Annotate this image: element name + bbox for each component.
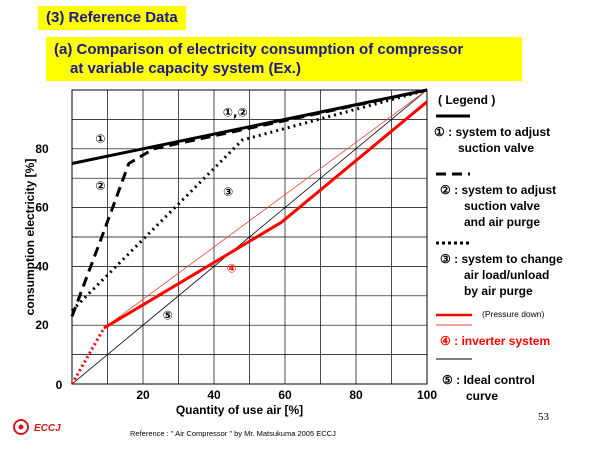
legend-text-line: suction valve xyxy=(458,141,535,155)
legend-text-line: system to adjust xyxy=(455,125,551,139)
y-tick-label: 60 xyxy=(35,201,49,215)
series-annotation: ③ xyxy=(223,185,233,199)
y-tick-label: 80 xyxy=(35,142,49,156)
legend-marker-3: ③ xyxy=(440,252,451,266)
legend-heading: ( Legend ) xyxy=(438,93,496,107)
y-tick-label: 40 xyxy=(35,259,49,273)
eccj-logo: ECCJ xyxy=(13,419,61,435)
legend-entry-5: ⑤ : Ideal control curve xyxy=(442,373,535,404)
y-tick-label: 20 xyxy=(35,318,49,332)
legend-text-line: and air purge xyxy=(464,215,541,229)
legend-text-line: system to adjust xyxy=(461,183,557,197)
legend-text-line: by air purge xyxy=(464,284,533,298)
legend-marker-4: ④ xyxy=(440,334,451,348)
legend-text-1: system to adjust suction valve xyxy=(434,125,550,156)
legend-text-2: system to adjust suction valve and air pur… xyxy=(440,183,556,230)
legend-marker-1: ① xyxy=(434,125,445,139)
legend-text-line: Ideal control xyxy=(463,373,535,387)
x-tick-label: 40 xyxy=(207,388,221,402)
legend-text-5: Ideal control curve xyxy=(442,373,535,404)
legend-note-pressure-down: (Pressure down) xyxy=(482,309,545,319)
x-tick-label: 80 xyxy=(349,388,363,402)
x-tick-label: 60 xyxy=(278,388,292,402)
legend-text-4: inverter system xyxy=(461,334,550,348)
series-annotation: ② xyxy=(95,179,105,193)
legend-text-line: system to change xyxy=(461,252,563,266)
series-annotation: ⑤ xyxy=(163,308,173,322)
legend-text-line: curve xyxy=(466,389,499,403)
series-line xyxy=(71,89,428,385)
legend-text-line: suction valve xyxy=(464,199,541,213)
origin-tick-label: 0 xyxy=(56,378,63,392)
chart-title-line2: at variable capacity system (Ex.) xyxy=(70,60,301,77)
series-line xyxy=(70,327,106,385)
series-annotation: ①,② xyxy=(223,105,248,119)
legend-entry-3: ③ : system to change air load/unload by ai… xyxy=(440,252,563,299)
section-title: (3) Reference Data xyxy=(38,6,186,30)
legend-entry-4: ④ : inverter system xyxy=(440,334,551,348)
eccj-logo-text: ECCJ xyxy=(34,423,61,434)
legend-entry-2: ② : system to adjust suction valve and air… xyxy=(440,183,557,230)
chart-title-line1: (a) Comparison of electricity consumptio… xyxy=(54,41,464,58)
x-tick-label: 20 xyxy=(136,388,150,402)
series-line xyxy=(103,89,428,329)
legend-text-line: air load/unload xyxy=(464,268,550,282)
legend-marker-2: ② xyxy=(440,183,451,197)
series-annotation: ① xyxy=(95,132,105,146)
series-line xyxy=(103,100,428,330)
x-axis-label: Quantity of use air [%] xyxy=(176,403,303,417)
legend-text-3: system to change air load/unload by air pu… xyxy=(440,252,563,299)
x-tick-label: 100 xyxy=(417,388,437,402)
chart-title: (a) Comparison of electricity consumptio… xyxy=(46,37,522,81)
legend-marker-5: ⑤ xyxy=(442,373,453,387)
series-annotation: ④ xyxy=(227,261,237,275)
legend-text-line: inverter system xyxy=(461,334,551,348)
page-number: 53 xyxy=(538,411,549,423)
eccj-logo-mark xyxy=(13,419,29,435)
series-line xyxy=(70,88,428,312)
y-axis-label: consumption electricity [%] xyxy=(23,159,37,316)
legend-entry-1: ① : system to adjust suction valve xyxy=(434,125,551,156)
footer-reference: Reference : " Air Compressor " by Mr. Ma… xyxy=(130,429,336,438)
series-line xyxy=(70,88,428,317)
